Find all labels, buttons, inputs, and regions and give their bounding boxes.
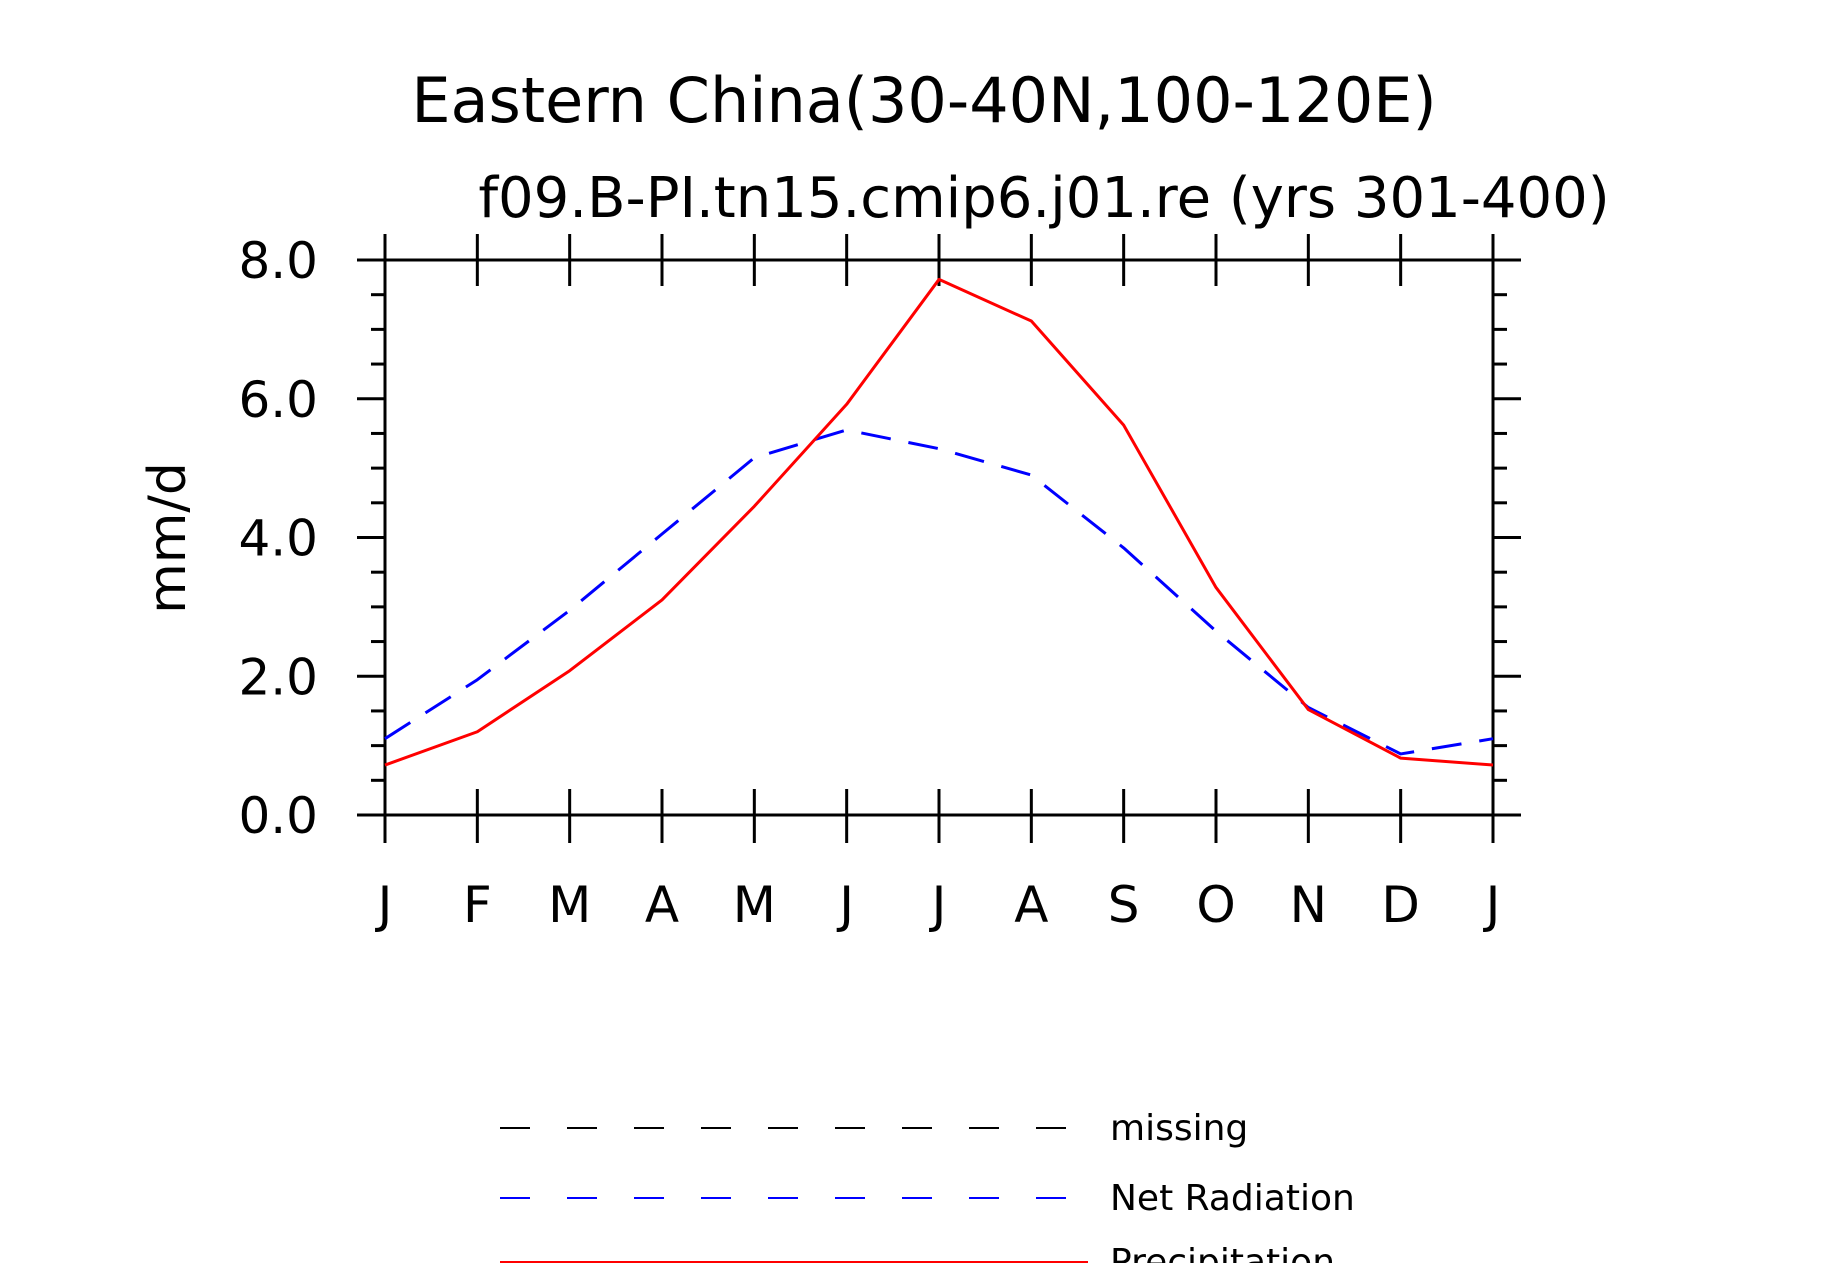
- legend-label: Net Radiation: [1110, 1178, 1355, 1219]
- series-line-net-radiation: [384, 428, 1494, 756]
- x-tick-label: F: [463, 876, 492, 934]
- series-line-precipitation: [384, 277, 1494, 767]
- x-tick-label: J: [375, 876, 393, 934]
- x-tick-label: S: [1108, 876, 1140, 934]
- y-axis-label: mm/d: [138, 462, 198, 614]
- x-tick-label: A: [1014, 876, 1048, 934]
- y-tick-label: 4.0: [238, 510, 318, 568]
- legend: missing Net Radiation Precipitation: [500, 1108, 1355, 1263]
- x-tick-label: J: [1483, 876, 1501, 934]
- y-tick-labels: 0.0 2.0 4.0 6.0 8.0: [238, 232, 318, 845]
- x-tick-label: M: [733, 876, 776, 934]
- chart-subtitle: f09.B-PI.tn15.cmip6.j01.re (yrs 301-400): [478, 166, 1609, 231]
- x-tick-label: J: [929, 876, 947, 934]
- x-tick-label: A: [645, 876, 679, 934]
- axis-ticks: [357, 234, 1521, 843]
- chart-title: Eastern China(30-40N,100-120E): [411, 64, 1436, 137]
- x-tick-label: N: [1290, 876, 1327, 934]
- legend-label: Precipitation: [1110, 1242, 1335, 1263]
- y-tick-label: 0.0: [238, 787, 318, 845]
- x-tick-label: M: [548, 876, 591, 934]
- series-lines: [384, 277, 1494, 767]
- plot-border: [383, 258, 1495, 817]
- y-tick-label: 6.0: [238, 371, 318, 429]
- y-tick-label: 2.0: [238, 648, 318, 706]
- legend-label: missing: [1110, 1108, 1248, 1149]
- x-tick-label: J: [836, 876, 854, 934]
- x-tick-label: D: [1381, 876, 1420, 934]
- plot-frame: [383, 258, 1495, 817]
- y-tick-label: 8.0: [238, 232, 318, 290]
- x-tick-label: O: [1196, 876, 1235, 934]
